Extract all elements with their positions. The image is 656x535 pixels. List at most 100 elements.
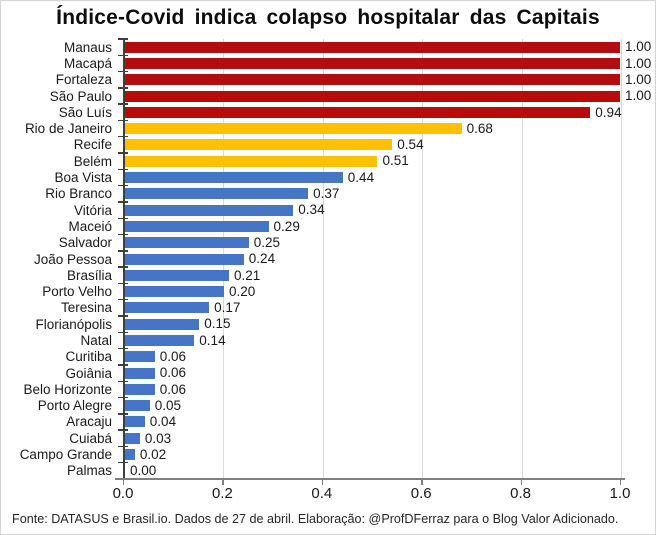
y-tick [118, 54, 128, 56]
value-label: 0.14 [199, 332, 226, 348]
category-label: Palmas [66, 463, 112, 479]
category-label: Recife [73, 137, 112, 153]
y-tick [118, 201, 128, 203]
bar [125, 188, 309, 200]
gridline [621, 39, 622, 479]
value-label: 0.02 [139, 446, 167, 462]
y-tick [118, 413, 128, 415]
category-label: Belém [73, 153, 112, 169]
bar-row: 0.51 [125, 153, 620, 169]
bar [125, 139, 393, 151]
bar [125, 302, 210, 314]
category-label: Teresina [60, 300, 112, 316]
bar [125, 367, 155, 379]
category-label: Salvador [58, 235, 112, 251]
x-axis-line [115, 478, 625, 480]
value-label: 0.15 [204, 316, 231, 332]
x-tick-label: 0.6 [410, 485, 432, 502]
gridline [322, 39, 324, 479]
y-tick [118, 364, 128, 366]
value-label: 0.03 [144, 430, 172, 446]
bar [125, 57, 620, 69]
category-label: Manaus [63, 39, 112, 55]
category-label: Campo Grande [19, 447, 112, 463]
y-tick [118, 396, 128, 399]
value-label: 1.00 [625, 55, 652, 71]
bar [125, 220, 269, 232]
value-label: 0.24 [248, 251, 276, 267]
y-tick [118, 282, 128, 285]
y-tick [118, 233, 128, 236]
bar-row: 0.68 [125, 120, 620, 136]
bar-row: 1.00 [125, 72, 651, 88]
y-tick [118, 217, 128, 219]
x-tick [620, 479, 622, 485]
bar [125, 253, 244, 265]
value-label: 0.54 [397, 137, 424, 153]
bar-row: 0.02 [125, 446, 620, 462]
y-tick [118, 250, 128, 252]
y-tick [118, 315, 128, 317]
bar-row: 0.29 [125, 218, 620, 234]
value-label: 0.68 [466, 120, 493, 136]
bar [125, 449, 135, 461]
gridline [521, 39, 523, 479]
category-label: Boa Vista [54, 170, 112, 186]
category-label: Maceió [68, 218, 112, 234]
bar [125, 269, 229, 281]
value-label: 1.00 [625, 88, 652, 104]
y-tick [118, 462, 128, 464]
value-label: 0.37 [313, 186, 340, 202]
y-tick [118, 103, 128, 105]
category-label: Fortaleza [55, 72, 112, 88]
bar-row: 0.25 [125, 235, 620, 251]
category-label: São Luís [58, 104, 112, 120]
bar [125, 172, 343, 184]
bar-row: 0.06 [125, 349, 620, 365]
bar [125, 383, 155, 395]
y-tick [118, 136, 128, 138]
value-label: 0.25 [253, 234, 281, 250]
category-label: São Paulo [49, 88, 112, 104]
x-tick-label: 0.2 [211, 485, 233, 502]
x-tick-label: 0.4 [311, 485, 333, 502]
category-label: Rio Branco [45, 186, 112, 202]
bar [125, 90, 620, 102]
y-tick [118, 119, 128, 122]
bar [125, 155, 378, 167]
chart-title: Índice-Covid indica colapso hospitalar d… [56, 6, 600, 29]
bar [125, 106, 591, 118]
y-tick [118, 168, 128, 171]
bar [125, 351, 155, 363]
category-label: Belo Horizonte [23, 381, 112, 397]
value-label: 1.00 [625, 39, 652, 55]
bar [125, 318, 200, 330]
bar-row: 1.00 [125, 55, 651, 71]
value-label: 0.29 [273, 218, 300, 234]
bar [125, 400, 150, 412]
bar [125, 334, 195, 346]
category-label: Florianópolis [35, 316, 112, 332]
value-label: 0.05 [154, 397, 182, 413]
x-tick [123, 479, 125, 485]
y-tick [118, 70, 128, 73]
gridline [422, 39, 424, 479]
category-label: Macapá [63, 55, 112, 71]
bar-row: 0.05 [125, 398, 620, 414]
y-tick [118, 184, 128, 187]
y-tick [118, 380, 128, 382]
category-label: Goiânia [65, 365, 112, 381]
y-tick [118, 445, 128, 448]
bar [125, 286, 224, 298]
x-tick [520, 479, 522, 485]
category-label: Brasília [66, 267, 112, 283]
value-label: 0.00 [130, 463, 157, 479]
value-label: 0.17 [214, 300, 241, 316]
value-label: 0.34 [298, 202, 325, 218]
bar [125, 432, 140, 444]
bar-row: 0.06 [125, 381, 620, 397]
source-note: Fonte: DATASUS e Brasil.io. Dados de 27 … [12, 512, 619, 526]
bar-row: 1.00 [125, 88, 651, 104]
bar-row: 0.15 [125, 316, 620, 332]
bar-row: 0.37 [125, 186, 620, 202]
